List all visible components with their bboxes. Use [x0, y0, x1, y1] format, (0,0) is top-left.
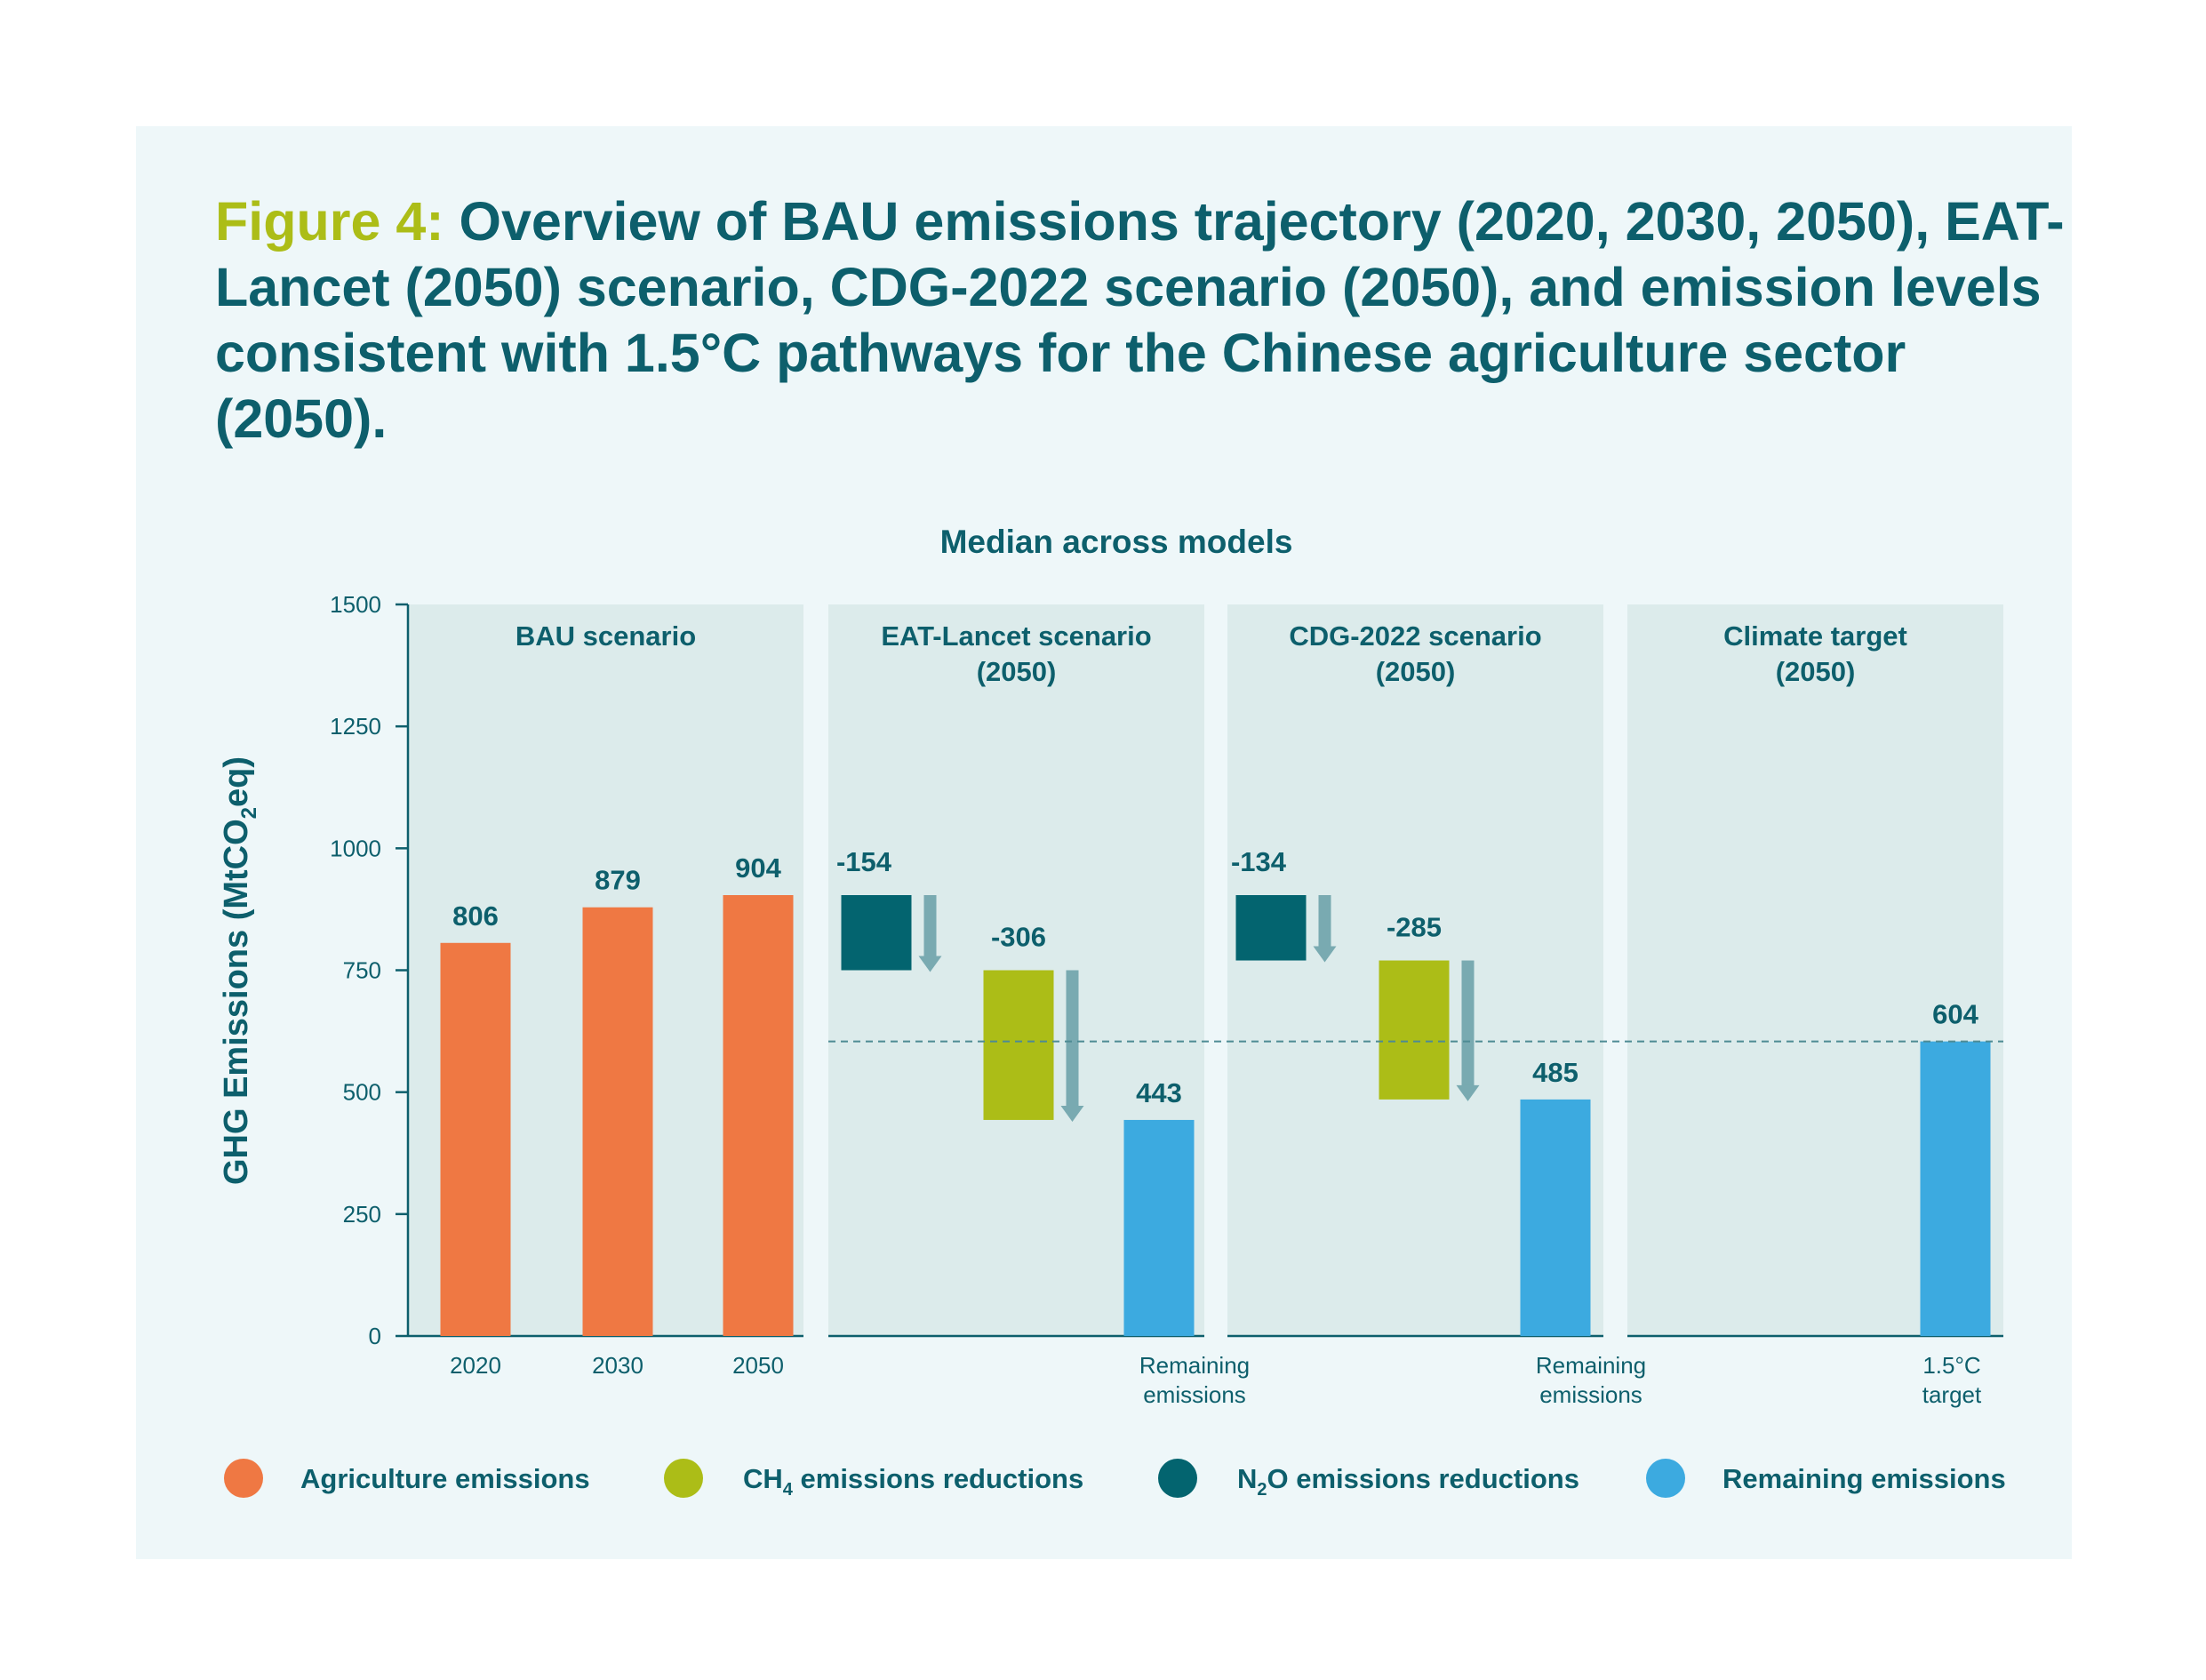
- panel-title-2-line-2: (2050): [977, 656, 1057, 687]
- bar-remaining-3-3: [1520, 1099, 1591, 1336]
- data-label-4-1: 604: [1932, 999, 1978, 1030]
- chart-subtitle: Median across models: [940, 524, 1293, 560]
- reduction-arrow-head-2-2: [1060, 1105, 1084, 1122]
- reduction-arrow-head-3-2: [1456, 1084, 1480, 1101]
- panel-title-4-line-1: Climate target: [1723, 620, 1907, 652]
- x-tick-label-2-3-1: Remaining: [1139, 1352, 1250, 1379]
- data-label-1-2: 879: [595, 865, 641, 896]
- data-label-2-1: -154: [836, 846, 892, 877]
- y-tick-label-1250: 1250: [330, 713, 381, 740]
- figure-title: Figure 4: Overview of BAU emissions traj…: [215, 188, 2082, 452]
- bar-remaining-4-1: [1920, 1041, 1991, 1336]
- legend-label-ch4: CH4 emissions reductions: [743, 1463, 1083, 1500]
- bar-agriculture-1-2: [582, 907, 653, 1336]
- legend-swatch-n2o: [1158, 1459, 1197, 1498]
- x-tick-label-1-3-1: 2050: [732, 1352, 784, 1379]
- x-tick-label-3-3-1: Remaining: [1536, 1352, 1646, 1379]
- panel-title-3-line-2: (2050): [1376, 656, 1456, 687]
- figure-title-text: Overview of BAU emissions trajectory (20…: [215, 191, 2065, 449]
- bar-n2o-3-1: [1235, 895, 1307, 961]
- y-tick-label-500: 500: [343, 1079, 381, 1106]
- reduction-arrow-shaft-3-1: [1318, 895, 1331, 948]
- bar-ch4-3-2: [1379, 960, 1450, 1100]
- reduction-arrow-head-2-1: [918, 956, 942, 972]
- data-label-3-2: -285: [1387, 912, 1442, 943]
- x-tick-label-4-1-2: target: [1922, 1381, 1982, 1408]
- x-tick-label-1-1-1: 2020: [450, 1352, 501, 1379]
- y-tick-label-1500: 1500: [330, 591, 381, 618]
- x-tick-label-4-1-1: 1.5°C: [1922, 1352, 1980, 1379]
- y-axis-label: GHG Emissions (MtCO2eq): [218, 756, 261, 1185]
- legend-label-agriculture: Agriculture emissions: [300, 1463, 590, 1494]
- data-label-2-3: 443: [1136, 1077, 1182, 1108]
- legend-swatch-remaining: [1646, 1459, 1685, 1498]
- legend-label-n2o: N2O emissions reductions: [1237, 1463, 1579, 1500]
- y-tick-label-750: 750: [343, 957, 381, 984]
- data-label-1-3: 904: [735, 852, 781, 884]
- bar-remaining-2-3: [1123, 1119, 1195, 1336]
- data-label-2-2: -306: [991, 922, 1046, 953]
- panel-title-1-line-1: BAU scenario: [516, 620, 696, 652]
- bar-agriculture-1-3: [723, 895, 794, 1336]
- data-label-1-1: 806: [452, 900, 499, 932]
- y-tick-label-250: 250: [343, 1201, 381, 1228]
- panel-title-3-line-1: CDG-2022 scenario: [1289, 620, 1541, 652]
- reduction-arrow-shaft-2-1: [923, 895, 937, 958]
- bar-agriculture-1-1: [440, 942, 511, 1336]
- y-tick-label-1000: 1000: [330, 835, 381, 861]
- reduction-arrow-shaft-3-2: [1461, 960, 1475, 1087]
- figure-label: Figure 4:: [215, 191, 444, 252]
- data-label-3-1: -134: [1231, 846, 1287, 877]
- legend-swatch-agriculture: [224, 1459, 263, 1498]
- legend-swatch-ch4: [664, 1459, 703, 1498]
- x-tick-label-2-3-2: emissions: [1143, 1381, 1246, 1408]
- data-label-3-3: 485: [1532, 1057, 1579, 1088]
- reduction-arrow-head-3-1: [1313, 946, 1337, 963]
- y-tick-label-0: 0: [369, 1323, 381, 1349]
- bar-n2o-2-1: [841, 895, 912, 971]
- x-tick-label-3-3-2: emissions: [1539, 1381, 1643, 1408]
- panel-title-4-line-2: (2050): [1776, 656, 1856, 687]
- legend-label-remaining: Remaining emissions: [1722, 1463, 2006, 1494]
- x-tick-label-1-2-1: 2030: [592, 1352, 643, 1379]
- bar-ch4-2-2: [983, 970, 1054, 1120]
- panel-title-2-line-1: EAT-Lancet scenario: [881, 620, 1151, 652]
- reduction-arrow-shaft-2-2: [1066, 970, 1079, 1108]
